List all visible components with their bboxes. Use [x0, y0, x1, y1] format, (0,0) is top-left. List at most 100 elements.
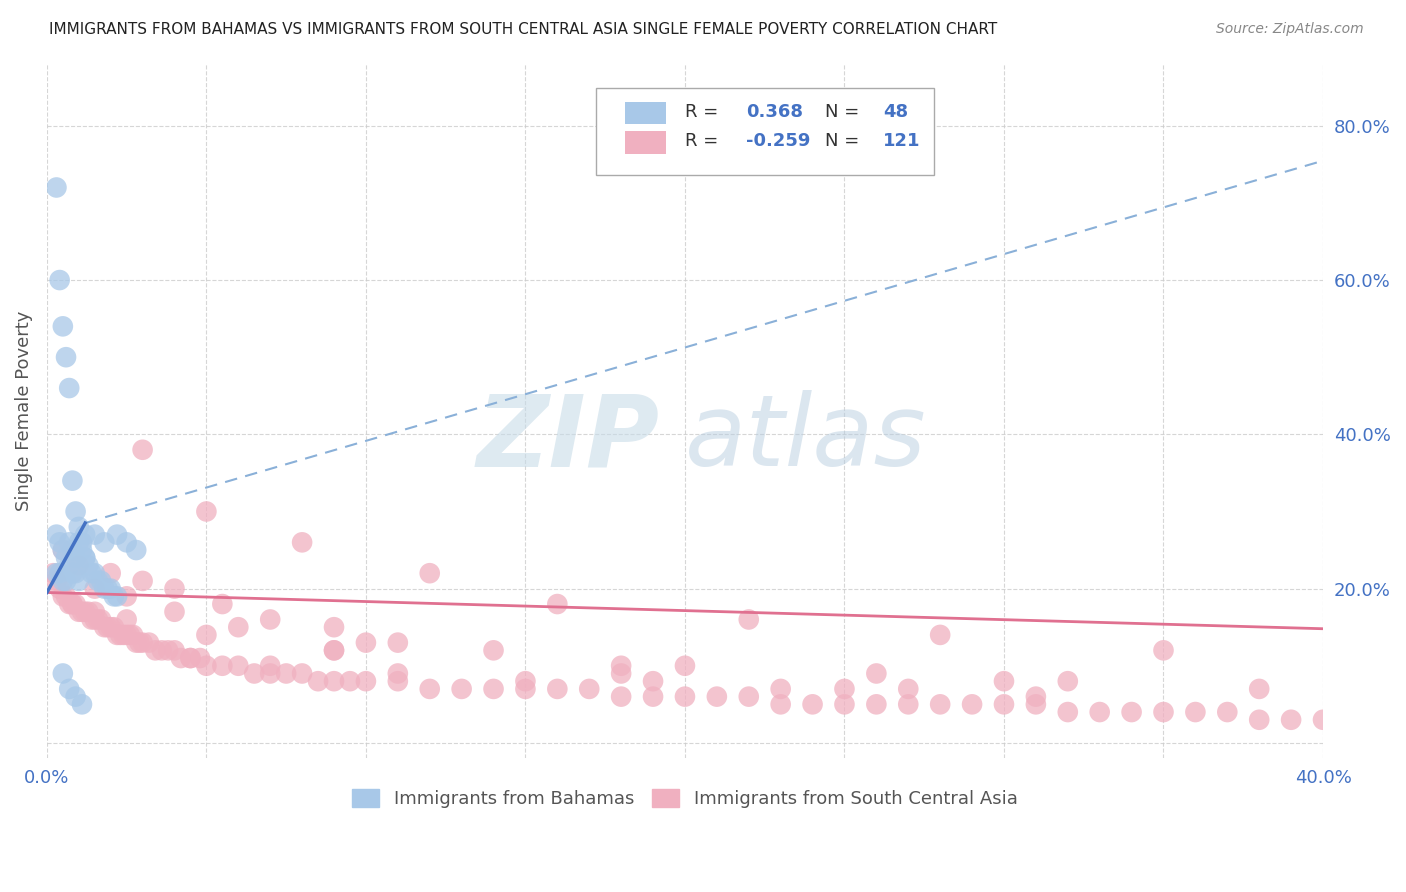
Point [52, 666, 75, 681]
Point [93, 620, 115, 634]
Point [834, 698, 856, 712]
Point [546, 681, 568, 696]
Point [179, 651, 201, 665]
Point [226, 620, 249, 634]
Point [48, 566, 70, 581]
Point [122, 628, 145, 642]
Point [673, 690, 696, 704]
Point [387, 674, 409, 689]
Point [77, 605, 100, 619]
Point [1279, 713, 1302, 727]
Point [738, 690, 761, 704]
Point [195, 504, 218, 518]
Point [45, 527, 67, 541]
Point [96, 582, 118, 596]
Point [354, 635, 377, 649]
Point [307, 674, 329, 689]
Legend: Immigrants from Bahamas, Immigrants from South Central Asia: Immigrants from Bahamas, Immigrants from… [344, 781, 1025, 815]
Point [52, 319, 75, 334]
Point [100, 620, 122, 634]
Y-axis label: Single Female Poverty: Single Female Poverty [15, 311, 32, 511]
Point [70, 605, 93, 619]
Point [610, 666, 633, 681]
Point [276, 666, 298, 681]
Point [259, 612, 281, 626]
Point [163, 582, 186, 596]
Point [897, 681, 920, 696]
Point [52, 590, 75, 604]
Text: N =: N = [825, 132, 859, 150]
Point [52, 543, 75, 558]
FancyBboxPatch shape [596, 88, 934, 175]
Point [67, 605, 90, 619]
Point [243, 666, 266, 681]
Point [80, 566, 103, 581]
Point [58, 535, 80, 549]
Point [58, 681, 80, 696]
Point [291, 535, 314, 549]
Point [58, 381, 80, 395]
Point [960, 698, 983, 712]
Point [1056, 705, 1078, 719]
Point [115, 612, 138, 626]
Point [83, 566, 105, 581]
Point [62, 566, 84, 581]
Text: atlas: atlas [685, 391, 927, 487]
Point [1153, 705, 1175, 719]
Point [87, 612, 110, 626]
Point [103, 590, 125, 604]
Point [706, 690, 728, 704]
Point [546, 597, 568, 611]
Point [610, 690, 633, 704]
Point [105, 590, 128, 604]
Point [70, 543, 93, 558]
Point [143, 643, 166, 657]
Point [673, 658, 696, 673]
Point [67, 520, 90, 534]
Point [45, 566, 67, 581]
Point [103, 620, 125, 634]
Point [1216, 705, 1239, 719]
Point [738, 612, 761, 626]
Point [641, 690, 664, 704]
Point [1056, 674, 1078, 689]
Point [70, 535, 93, 549]
Point [96, 620, 118, 634]
Point [52, 543, 75, 558]
Point [75, 550, 97, 565]
Point [170, 651, 193, 665]
Point [62, 474, 84, 488]
Point [62, 597, 84, 611]
Point [1249, 713, 1271, 727]
Point [354, 674, 377, 689]
Point [67, 535, 90, 549]
Point [115, 628, 138, 642]
Point [387, 666, 409, 681]
Text: IMMIGRANTS FROM BAHAMAS VS IMMIGRANTS FROM SOUTH CENTRAL ASIA SINGLE FEMALE POVE: IMMIGRANTS FROM BAHAMAS VS IMMIGRANTS FR… [49, 22, 997, 37]
Point [138, 635, 160, 649]
Point [515, 674, 537, 689]
Point [55, 574, 77, 588]
Point [80, 612, 103, 626]
Text: R =: R = [685, 132, 718, 150]
Point [769, 681, 792, 696]
Point [1312, 713, 1334, 727]
Point [45, 180, 67, 194]
Point [125, 635, 148, 649]
Point [87, 574, 110, 588]
Point [1153, 643, 1175, 657]
Point [641, 674, 664, 689]
Point [105, 628, 128, 642]
Text: -0.259: -0.259 [747, 132, 811, 150]
Point [897, 698, 920, 712]
Point [62, 543, 84, 558]
Text: R =: R = [685, 103, 718, 121]
Point [48, 582, 70, 596]
Point [419, 566, 441, 581]
Point [195, 628, 218, 642]
Point [226, 658, 249, 673]
Point [131, 442, 153, 457]
Point [105, 527, 128, 541]
Point [1025, 698, 1047, 712]
Point [77, 558, 100, 573]
